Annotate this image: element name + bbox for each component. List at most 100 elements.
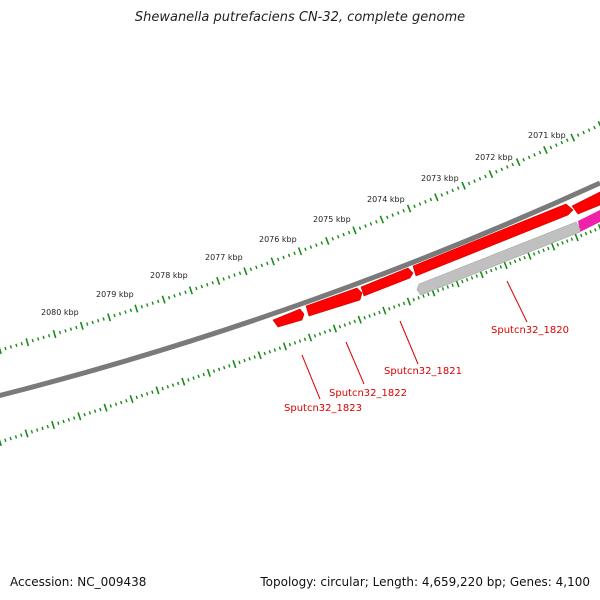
inner-ruler-minor-tick [288,342,292,347]
outer-ruler-minor-tick [304,247,307,251]
inner-ruler-minor-tick [263,351,266,356]
outer-ruler-minor-tick [505,165,509,169]
inner-ruler-minor-tick [368,314,371,318]
leader-line-1820 [506,280,528,323]
inner-ruler-minor-tick [72,416,76,420]
inner-ruler-minor-tick [135,395,138,400]
outer-ruler-minor-tick [58,330,62,335]
outer-ruler-major-tick [434,193,439,202]
outer-ruler-minor-tick [451,188,454,193]
inner-ruler-minor-tick [93,409,97,413]
outer-ruler-major-tick [297,247,303,256]
inner-ruler-minor-tick [532,252,536,256]
outer-ruler-minor-tick [64,329,67,333]
inner-ruler-minor-tick [561,241,564,245]
outer-ruler-minor-tick [178,292,182,296]
outer-ruler-minor-tick [560,140,564,145]
genome-backbone [0,180,600,399]
inner-ruler-major-tick [129,395,134,404]
kbp-label-2072: 2072 kbp [475,153,513,162]
inner-ruler-minor-tick [485,270,488,275]
outer-ruler-minor-tick [293,251,296,256]
gene-arrow-pink[interactable] [578,210,600,232]
outer-ruler-minor-tick [124,310,127,314]
gene-arrow-1822[interactable] [360,267,414,297]
outer-ruler-major-tick [107,313,112,322]
inner-ruler-minor-tick [83,412,86,417]
map-title: Shewanella putrefaciens CN-32, complete … [134,10,466,25]
inner-ruler-minor-tick [9,436,12,441]
outer-ruler-major-tick [52,330,57,339]
outer-ruler-minor-tick [396,211,400,215]
inner-ruler-minor-tick [4,438,7,443]
outer-ruler-minor-tick [440,193,444,197]
outer-ruler-minor-tick [200,284,204,289]
inner-ruler-major-tick [503,261,508,270]
inner-ruler-minor-tick [20,433,23,437]
outer-ruler-minor-tick [238,271,242,275]
gene-arrow-red-edge[interactable] [571,191,600,215]
outer-ruler-minor-tick [249,267,253,272]
gene-arrow-1823-start[interactable] [272,308,305,328]
inner-ruler-major-tick [382,306,387,315]
inner-ruler-minor-tick [422,294,425,298]
outer-ruler-minor-tick [495,169,498,174]
inner-ruler-major-tick [550,242,556,251]
inner-ruler-major-tick [479,270,484,279]
inner-ruler-major-tick [77,412,82,421]
inner-ruler-minor-tick [166,385,169,389]
outer-ruler-major-tick [406,204,412,213]
gene-label-1823: Sputcn32_1823 [284,403,362,414]
outer-ruler-minor-tick [282,255,285,260]
outer-ruler-minor-tick [37,337,40,341]
outer-ruler-minor-tick [255,265,258,270]
outer-ruler-minor-tick [456,186,460,190]
inner-ruler-major-tick [24,429,29,438]
inner-ruler-minor-tick [268,349,272,354]
outer-ruler-minor-tick [287,253,291,258]
outer-ruler-minor-tick [260,263,264,268]
gene-arrow-1820[interactable] [416,221,581,296]
inner-ruler-minor-tick [176,381,180,386]
outer-ruler-minor-tick [336,234,340,239]
outer-ruler-minor-tick [582,130,585,135]
gene-arrow-1821[interactable] [412,203,574,277]
inner-ruler-minor-tick [565,239,569,243]
leader-line-1822 [345,341,365,385]
outer-ruler-major-tick [515,158,521,167]
inner-ruler-major-tick [597,223,600,231]
outer-ruler-minor-tick [549,145,553,150]
outer-ruler-major-tick [25,338,30,347]
inner-ruler-minor-tick [298,339,302,343]
outer-ruler-minor-tick [309,245,313,249]
inner-ruler-minor-tick [151,390,154,394]
kbp-label-2078: 2078 kbp [150,271,188,280]
outer-ruler-minor-tick [75,325,78,330]
outer-ruler-minor-tick [140,305,143,309]
outer-ruler-minor-tick [587,128,591,132]
inner-ruler-minor-tick [373,312,376,316]
inner-ruler-minor-tick [278,346,282,350]
outer-ruler-minor-tick [4,346,7,351]
outer-ruler-minor-tick [320,241,324,245]
outer-ruler-minor-tick [69,327,73,331]
gene-arrow-1823[interactable] [305,287,363,317]
outer-ruler-minor-tick [266,261,269,266]
outer-ruler-major-tick [461,181,466,190]
accession-text: Accession: NC_009438 [10,575,147,589]
outer-ruler-minor-tick [15,343,18,348]
gene-label-1821: Sputcn32_1821 [384,366,462,377]
inner-ruler-minor-tick [584,231,588,236]
outer-ruler-minor-tick [173,294,176,298]
inner-ruler-minor-tick [523,255,526,260]
inner-ruler-minor-tick [46,424,49,429]
kbp-label-2071: 2071 kbp [528,131,566,140]
inner-ruler-minor-tick [436,288,440,293]
inner-ruler-minor-tick [253,355,256,359]
outer-ruler-minor-tick [446,190,449,195]
leader-line-1821 [399,320,419,365]
outer-ruler-minor-tick [315,243,318,247]
inner-ruler-minor-tick [441,287,445,291]
inner-ruler-minor-tick [465,277,469,282]
outer-ruler-minor-tick [195,286,198,291]
